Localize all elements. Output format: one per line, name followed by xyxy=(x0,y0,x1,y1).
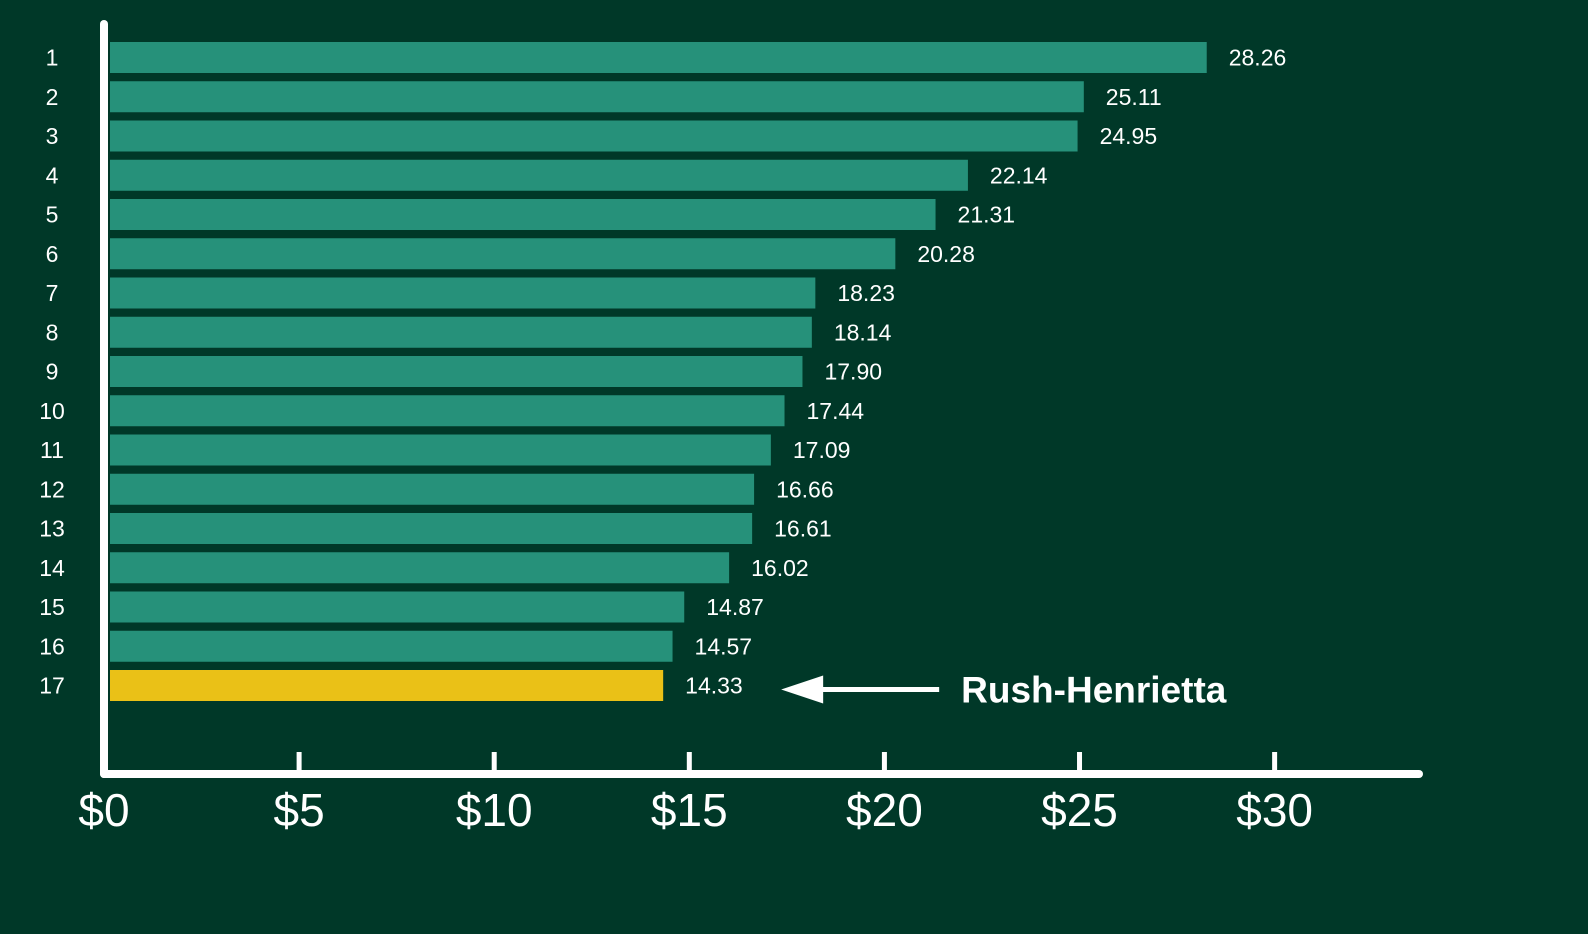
category-label: 6 xyxy=(46,241,59,267)
x-tick-label: $15 xyxy=(651,784,728,836)
bar xyxy=(110,356,803,387)
category-label: 2 xyxy=(46,84,59,110)
value-label: 24.95 xyxy=(1100,123,1158,149)
callout-annotation: Rush-Henrietta xyxy=(781,670,1227,711)
bar xyxy=(110,630,673,662)
category-label: 5 xyxy=(46,202,59,228)
x-tick-label: $25 xyxy=(1041,784,1118,836)
value-label: 21.31 xyxy=(958,202,1016,228)
bar xyxy=(110,120,1078,152)
bar-highlight xyxy=(110,670,664,701)
bar xyxy=(110,199,936,230)
category-label: 4 xyxy=(46,162,59,188)
arrow-left-icon xyxy=(781,675,824,704)
x-tick-label: $20 xyxy=(846,784,923,836)
value-label: 17.44 xyxy=(807,398,865,424)
category-label: 14 xyxy=(39,555,65,581)
category-label: 7 xyxy=(46,280,59,306)
category-label: 3 xyxy=(46,123,59,149)
value-label: 14.33 xyxy=(685,673,743,699)
value-label: 17.90 xyxy=(824,359,882,385)
axes-group xyxy=(100,20,1423,778)
value-label: 16.61 xyxy=(774,516,832,542)
category-label: 16 xyxy=(39,633,65,659)
value-label: 17.09 xyxy=(793,437,851,463)
category-label: 15 xyxy=(39,594,65,620)
bar xyxy=(110,591,685,623)
category-label: 12 xyxy=(39,476,65,502)
value-label: 14.57 xyxy=(695,633,753,659)
bar xyxy=(110,552,730,584)
x-tick-label: $30 xyxy=(1236,784,1313,836)
value-label: 18.14 xyxy=(834,319,892,345)
x-ticks-group: $0 $5 $10 $15 $20 $25 $30 xyxy=(78,752,1313,836)
category-label: 11 xyxy=(40,437,64,463)
bar xyxy=(110,81,1084,113)
callout-label: Rush-Henrietta xyxy=(961,670,1227,711)
bars-group xyxy=(110,42,1207,701)
category-label: 9 xyxy=(46,359,59,385)
category-label: 10 xyxy=(39,398,65,424)
bar xyxy=(110,513,753,544)
value-label: 14.87 xyxy=(706,594,764,620)
value-label: 18.23 xyxy=(837,280,895,306)
bar xyxy=(110,473,755,505)
category-label: 17 xyxy=(39,673,65,699)
category-label: 13 xyxy=(39,516,65,542)
value-label: 16.02 xyxy=(751,555,809,581)
value-label: 20.28 xyxy=(917,241,975,267)
value-label: 25.11 xyxy=(1106,84,1162,110)
value-label: 16.66 xyxy=(776,476,834,502)
value-label: 22.14 xyxy=(990,162,1048,188)
bar xyxy=(110,395,785,427)
bar xyxy=(110,277,816,309)
x-tick-label: $5 xyxy=(274,784,325,836)
x-tick-label: $10 xyxy=(456,784,533,836)
bar xyxy=(110,159,968,191)
bar xyxy=(110,316,812,348)
bar xyxy=(110,42,1207,73)
bar xyxy=(110,238,896,270)
value-labels-group: 28.26 25.11 24.95 22.14 21.31 20.28 18.23 18.14… xyxy=(685,45,1286,699)
x-tick-label: $0 xyxy=(78,784,129,836)
category-label: 1 xyxy=(46,45,59,71)
value-label: 28.26 xyxy=(1229,45,1287,71)
category-label: 8 xyxy=(46,319,59,345)
bar xyxy=(110,434,771,466)
